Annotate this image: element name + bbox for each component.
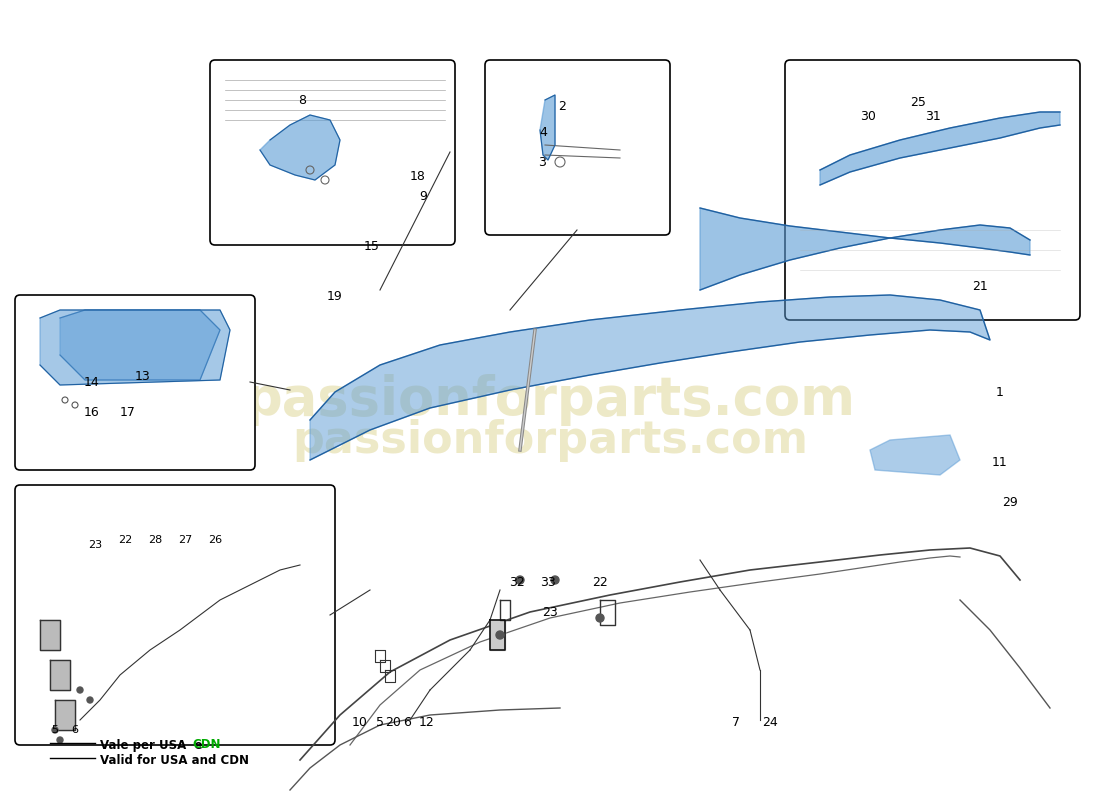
Text: 31: 31 [925, 110, 940, 122]
Circle shape [77, 687, 82, 693]
Text: 4: 4 [539, 126, 547, 138]
Text: 19: 19 [327, 290, 343, 302]
Text: 15: 15 [364, 239, 380, 253]
Text: 33: 33 [540, 575, 556, 589]
Polygon shape [60, 310, 220, 380]
Text: 14: 14 [84, 375, 100, 389]
Circle shape [87, 697, 94, 703]
Text: 21: 21 [972, 281, 988, 294]
Polygon shape [870, 435, 960, 475]
Text: 2: 2 [558, 101, 565, 114]
Text: 6: 6 [72, 725, 78, 735]
Text: 28: 28 [147, 535, 162, 545]
Text: 27: 27 [178, 535, 192, 545]
Text: 16: 16 [84, 406, 100, 418]
Circle shape [496, 631, 504, 639]
Text: 32: 32 [509, 575, 525, 589]
Text: Valid for USA and CDN: Valid for USA and CDN [100, 754, 249, 766]
Polygon shape [310, 295, 990, 460]
Polygon shape [55, 700, 75, 730]
Text: 29: 29 [1002, 495, 1018, 509]
Text: 9: 9 [419, 190, 427, 203]
Text: 23: 23 [542, 606, 558, 619]
Text: 17: 17 [120, 406, 136, 418]
FancyBboxPatch shape [785, 60, 1080, 320]
Circle shape [52, 727, 58, 733]
Text: Vale per USA  e: Vale per USA e [100, 738, 207, 751]
Text: 5: 5 [52, 725, 58, 735]
Text: 10: 10 [352, 715, 367, 729]
Text: 5: 5 [376, 715, 384, 729]
FancyBboxPatch shape [485, 60, 670, 235]
Circle shape [516, 576, 524, 584]
Text: 24: 24 [762, 715, 778, 729]
Text: 23: 23 [88, 540, 102, 550]
Text: CDN: CDN [192, 738, 220, 751]
Text: 7: 7 [732, 715, 740, 729]
Circle shape [57, 737, 63, 743]
Polygon shape [40, 620, 60, 650]
Text: passionforparts.com: passionforparts.com [244, 374, 856, 426]
Polygon shape [490, 620, 505, 650]
Text: 22: 22 [592, 577, 608, 590]
FancyBboxPatch shape [210, 60, 455, 245]
Text: 3: 3 [538, 157, 546, 170]
Text: 18: 18 [410, 170, 426, 183]
Polygon shape [700, 208, 1030, 290]
Text: 20: 20 [385, 715, 400, 729]
Text: 13: 13 [135, 370, 151, 383]
Text: 12: 12 [419, 715, 435, 729]
Text: 11: 11 [992, 455, 1008, 469]
Text: 1: 1 [997, 386, 1004, 398]
Polygon shape [40, 310, 230, 385]
Polygon shape [50, 660, 70, 690]
FancyBboxPatch shape [15, 485, 335, 745]
Text: 30: 30 [860, 110, 876, 122]
Circle shape [596, 614, 604, 622]
Circle shape [551, 576, 559, 584]
Text: 22: 22 [118, 535, 132, 545]
Polygon shape [260, 115, 340, 180]
Polygon shape [820, 112, 1060, 185]
Text: 25: 25 [910, 95, 926, 109]
Text: passionforparts.com: passionforparts.com [292, 418, 808, 462]
Text: 6: 6 [403, 715, 411, 729]
Text: 26: 26 [208, 535, 222, 545]
FancyBboxPatch shape [15, 295, 255, 470]
Polygon shape [540, 95, 556, 160]
Text: 8: 8 [298, 94, 306, 107]
